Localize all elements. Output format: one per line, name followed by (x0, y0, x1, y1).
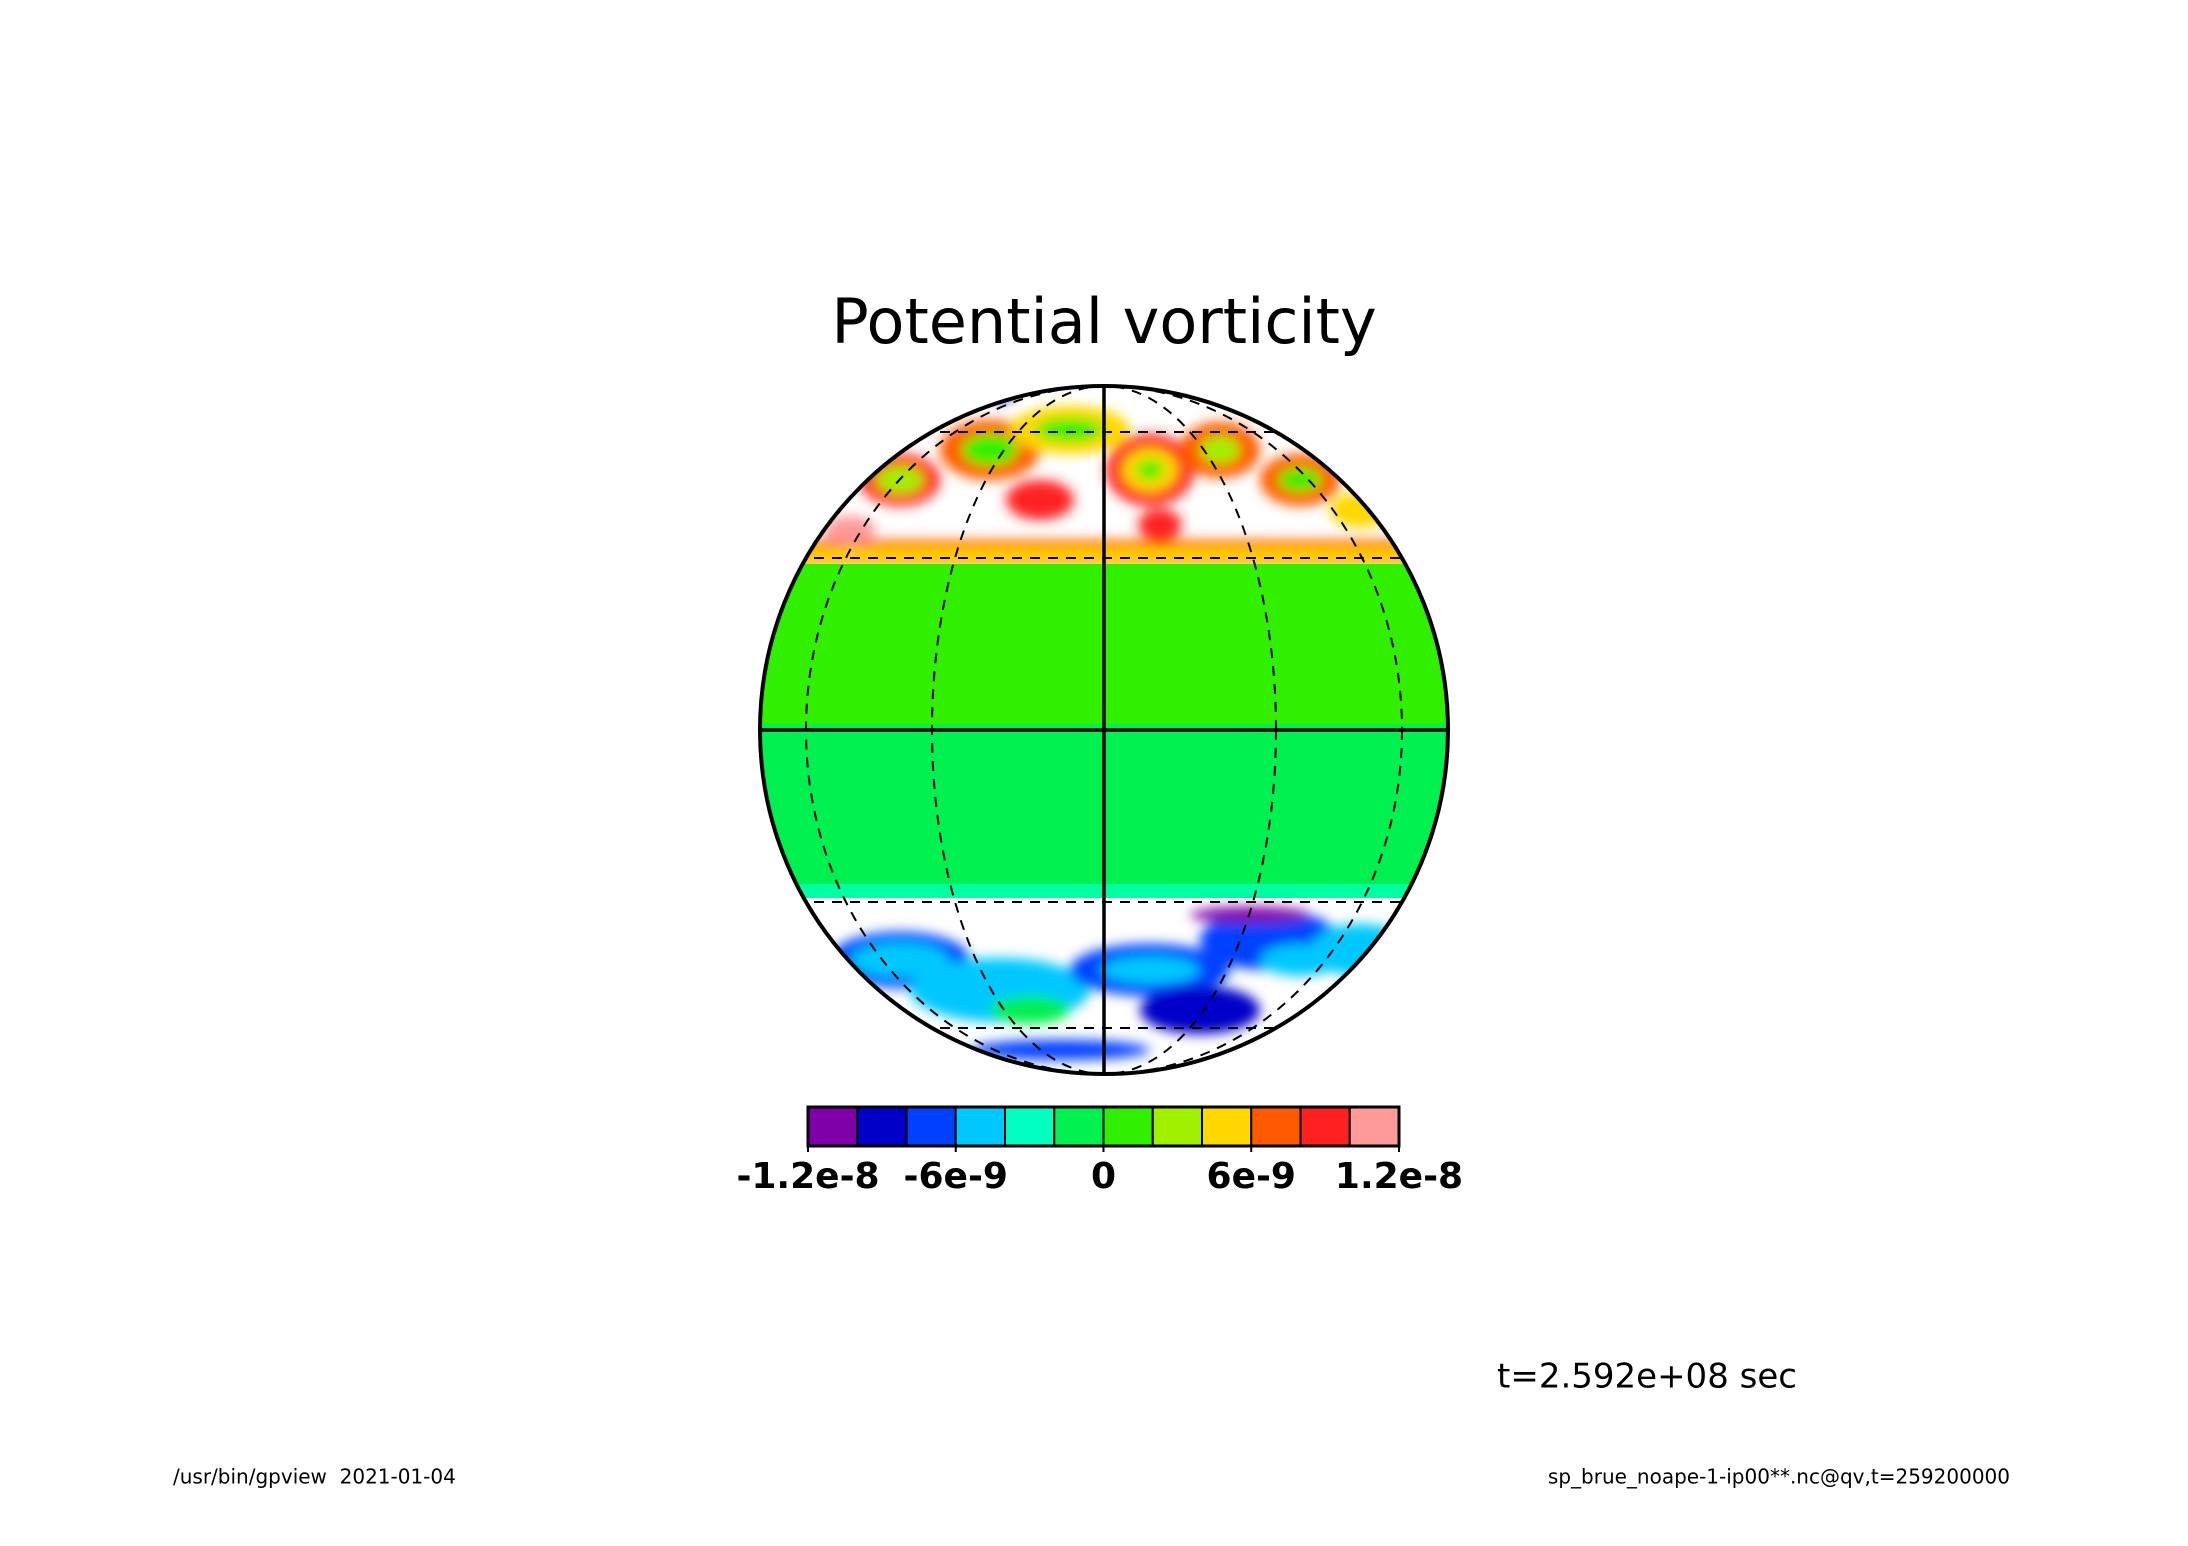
colorbar-cell (1299, 1106, 1351, 1147)
colorbar-cell (1151, 1106, 1203, 1147)
colorbar-cell (905, 1106, 957, 1147)
colorbar-tick-label: 1.2e-8 (1335, 1156, 1463, 1197)
time-label: t=2.592e+08 sec (1497, 1357, 1797, 1397)
globe-outline (758, 384, 1450, 1076)
colorbar-tick-label: -1.2e-8 (736, 1156, 879, 1197)
colorbar-cell (856, 1106, 908, 1147)
colorbar-cell (1201, 1106, 1253, 1147)
colorbar-cell (954, 1106, 1006, 1147)
footer-left: /usr/bin/gpview 2021-01-04 (173, 1465, 456, 1489)
footer-right: sp_brue_noape-1-ip00**.nc@qv,t=259200000 (1548, 1465, 2010, 1489)
colorbar: -1.2e-8 -6e-9 0 6e-9 1.2e-8 (736, 1105, 1463, 1197)
colorbar-tick-label: 0 (1091, 1156, 1116, 1197)
colorbar-cell (1053, 1106, 1105, 1147)
colorbar-cell (1102, 1106, 1154, 1147)
colorbar-tick-label: -6e-9 (904, 1156, 1008, 1197)
colorbar-cell (1250, 1106, 1302, 1147)
colorbar-cell (1348, 1106, 1400, 1147)
field-south-blobs (830, 907, 1410, 1060)
colorbar-cell (1004, 1106, 1056, 1147)
colorbar-tick-label: 6e-9 (1207, 1156, 1296, 1197)
colorbar-cell (807, 1106, 859, 1147)
chart-title: Potential vorticity (831, 285, 1376, 358)
